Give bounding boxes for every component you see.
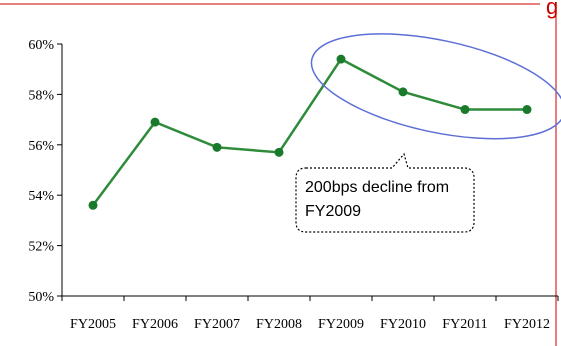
data-point bbox=[522, 105, 532, 115]
chart-frame-border bbox=[0, 3, 557, 346]
series-line bbox=[91, 57, 527, 207]
x-tick-label: FY2006 bbox=[132, 317, 178, 332]
data-point bbox=[398, 87, 408, 97]
y-tick-label: 58% bbox=[28, 88, 54, 103]
annotation-callout bbox=[295, 152, 475, 233]
x-tick-label: FY2008 bbox=[256, 317, 302, 332]
data-point bbox=[274, 147, 284, 157]
x-tick-label: FY2012 bbox=[504, 317, 550, 332]
red-glyph-icon: g bbox=[546, 0, 558, 19]
y-tick-label: 52% bbox=[28, 240, 54, 255]
x-tick-label: FY2005 bbox=[70, 317, 116, 332]
data-point bbox=[460, 105, 470, 115]
annotation-line-2: FY2009 bbox=[305, 203, 361, 220]
x-tick-label: FY2011 bbox=[442, 317, 487, 332]
x-tick-label: FY2009 bbox=[318, 317, 364, 332]
series bbox=[88, 54, 532, 210]
y-axis-ticks: 50% 52% 54% 56% 58% 60% bbox=[28, 38, 62, 305]
data-point bbox=[336, 54, 346, 64]
y-tick-label: 54% bbox=[28, 189, 54, 204]
data-point bbox=[150, 117, 160, 127]
data-point bbox=[88, 200, 98, 210]
data-point bbox=[212, 142, 222, 152]
y-tick-label: 60% bbox=[28, 38, 54, 53]
x-axis-ticks: FY2005 FY2006 FY2007 FY2008 FY2009 FY2010 FY20… bbox=[61, 296, 559, 332]
annotation-line-1: 200bps decline from bbox=[305, 179, 449, 196]
x-tick-label: FY2010 bbox=[380, 317, 426, 332]
y-tick-label: 56% bbox=[28, 139, 54, 154]
x-tick-label: FY2007 bbox=[194, 317, 240, 332]
highlight-ellipse bbox=[310, 33, 561, 140]
y-tick-label: 50% bbox=[28, 290, 54, 305]
